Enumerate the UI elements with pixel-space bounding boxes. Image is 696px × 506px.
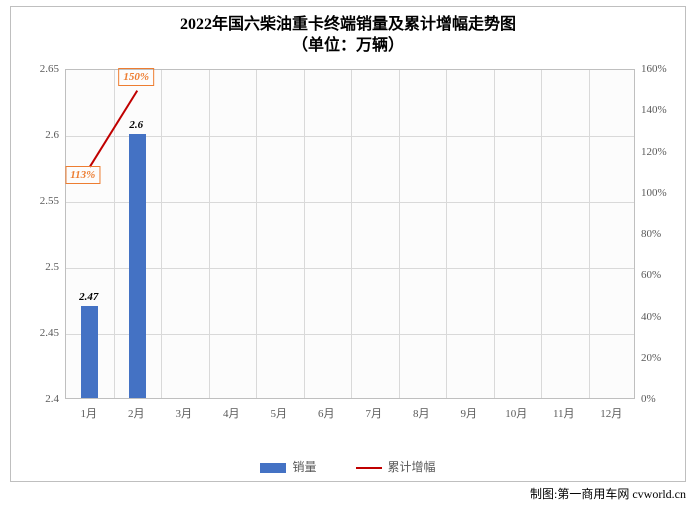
ytick-left: 2.5	[19, 261, 59, 273]
xtick: 12月	[600, 405, 622, 421]
xtick: 11月	[553, 405, 575, 421]
xtick: 3月	[176, 405, 193, 421]
ytick-right: 40%	[641, 311, 681, 323]
ytick-right: 0%	[641, 393, 681, 405]
credit-text: 制图:第一商用车网 cvworld.cn	[530, 485, 686, 502]
line-label: 113%	[65, 166, 100, 184]
legend-bar: 销量	[260, 458, 316, 475]
ytick-right: 140%	[641, 104, 681, 116]
xtick: 7月	[366, 405, 383, 421]
chart-box: 2022年国六柴油重卡终端销量及累计增幅走势图 （单位：万辆） 销量 累计增幅 …	[10, 6, 686, 482]
legend-bar-label: 销量	[292, 460, 316, 474]
plot-area	[65, 69, 635, 399]
legend: 销量 累计增幅	[11, 458, 685, 475]
xtick: 4月	[223, 405, 240, 421]
ytick-left: 2.4	[19, 393, 59, 405]
line-label: 150%	[118, 68, 154, 86]
xtick: 10月	[505, 405, 527, 421]
chart-container: 2022年国六柴油重卡终端销量及累计增幅走势图 （单位：万辆） 销量 累计增幅 …	[0, 0, 696, 506]
xtick: 2月	[128, 405, 145, 421]
ytick-left: 2.45	[19, 327, 59, 339]
ytick-left: 2.55	[19, 195, 59, 207]
title-line1: 2022年国六柴油重卡终端销量及累计增幅走势图	[180, 16, 516, 33]
xtick: 5月	[271, 405, 288, 421]
ytick-left: 2.65	[19, 63, 59, 75]
xtick: 1月	[81, 405, 98, 421]
line-svg	[66, 70, 636, 400]
ytick-right: 160%	[641, 63, 681, 75]
title-line2: （单位：万辆）	[292, 37, 404, 54]
legend-line: 累计增幅	[356, 458, 436, 475]
bar-label: 2.6	[129, 119, 143, 131]
ytick-right: 20%	[641, 352, 681, 364]
xtick: 8月	[413, 405, 430, 421]
xtick: 9月	[461, 405, 478, 421]
ytick-right: 100%	[641, 187, 681, 199]
legend-line-swatch	[356, 467, 382, 469]
ytick-right: 80%	[641, 228, 681, 240]
ytick-right: 120%	[641, 146, 681, 158]
legend-bar-swatch	[260, 463, 286, 473]
xtick: 6月	[318, 405, 335, 421]
ytick-right: 60%	[641, 269, 681, 281]
legend-line-label: 累计增幅	[388, 460, 436, 474]
chart-title: 2022年国六柴油重卡终端销量及累计增幅走势图 （单位：万辆）	[11, 15, 685, 57]
ytick-left: 2.6	[19, 129, 59, 141]
bar-label: 2.47	[79, 291, 98, 303]
